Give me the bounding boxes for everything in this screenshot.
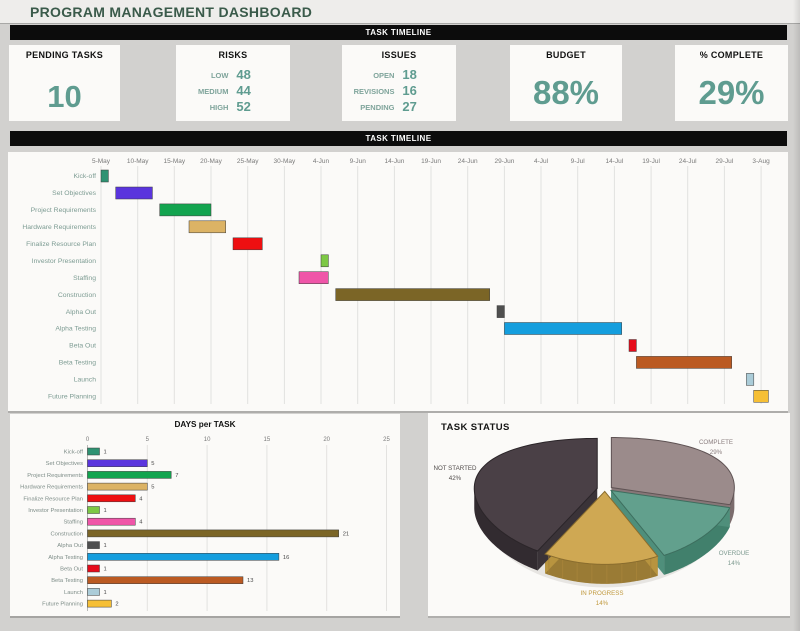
svg-text:DAYS per TASK: DAYS per TASK [175, 420, 236, 429]
svg-text:5: 5 [151, 461, 154, 467]
svg-text:Construction: Construction [50, 531, 83, 537]
svg-text:5: 5 [146, 437, 150, 443]
svg-text:Finalize Resource Plan: Finalize Resource Plan [23, 496, 83, 502]
svg-text:Project Requirements: Project Requirements [27, 473, 83, 479]
svg-text:15: 15 [264, 437, 271, 443]
svg-text:Staffing: Staffing [63, 520, 83, 526]
svg-text:Staffing: Staffing [73, 275, 96, 282]
svg-text:4-Jul: 4-Jul [534, 158, 549, 165]
svg-text:14%: 14% [596, 600, 609, 607]
svg-text:Beta Out: Beta Out [69, 343, 96, 350]
svg-text:Kick-off: Kick-off [73, 173, 96, 180]
svg-text:2: 2 [115, 602, 118, 608]
svg-text:4-Jun: 4-Jun [313, 158, 330, 165]
svg-text:Future Planning: Future Planning [48, 394, 96, 401]
svg-text:Finalize Resource Plan: Finalize Resource Plan [26, 241, 96, 248]
svg-text:14-Jun: 14-Jun [384, 158, 404, 165]
svg-text:25-May: 25-May [237, 158, 259, 165]
svg-text:29-Jul: 29-Jul [716, 158, 734, 165]
svg-text:20-May: 20-May [200, 158, 222, 165]
svg-text:Beta Out: Beta Out [60, 567, 83, 573]
svg-text:Future Planning: Future Planning [42, 602, 83, 608]
svg-text:Alpha Out: Alpha Out [66, 309, 96, 316]
svg-text:9-Jun: 9-Jun [350, 158, 367, 165]
svg-text:IN PROGRESS: IN PROGRESS [581, 590, 624, 597]
svg-text:Set Objectives: Set Objectives [46, 461, 83, 467]
svg-text:Launch: Launch [64, 590, 83, 596]
svg-text:Alpha Testing: Alpha Testing [48, 555, 83, 561]
svg-text:NOT STARTED: NOT STARTED [434, 465, 478, 472]
svg-text:29%: 29% [710, 449, 723, 456]
svg-text:1: 1 [104, 590, 107, 596]
svg-text:5: 5 [151, 485, 154, 491]
svg-text:Investor Presentation: Investor Presentation [32, 258, 96, 265]
svg-text:Hardware Requirements: Hardware Requirements [22, 224, 96, 231]
svg-text:25: 25 [383, 437, 390, 443]
svg-text:Alpha Out: Alpha Out [57, 543, 83, 549]
svg-text:14%: 14% [728, 560, 741, 567]
svg-text:16: 16 [283, 555, 289, 561]
svg-text:1: 1 [104, 508, 107, 514]
svg-text:Kick-off: Kick-off [64, 450, 84, 456]
svg-text:29-Jun: 29-Jun [494, 158, 514, 165]
svg-text:14-Jul: 14-Jul [606, 158, 624, 165]
svg-text:21: 21 [343, 531, 349, 537]
svg-text:19-Jun: 19-Jun [421, 158, 441, 165]
svg-text:20: 20 [323, 437, 330, 443]
svg-text:15-May: 15-May [163, 158, 185, 165]
svg-text:Alpha Testing: Alpha Testing [55, 326, 96, 333]
svg-text:Beta Testing: Beta Testing [51, 578, 83, 584]
svg-text:Set Objectives: Set Objectives [52, 190, 96, 197]
svg-text:Beta Testing: Beta Testing [59, 360, 97, 367]
svg-text:OVERDUE: OVERDUE [719, 550, 750, 557]
svg-text:4: 4 [139, 520, 143, 526]
svg-text:7: 7 [175, 473, 178, 479]
svg-text:24-Jun: 24-Jun [458, 158, 478, 165]
svg-text:TASK STATUS: TASK STATUS [441, 422, 510, 433]
svg-text:13: 13 [247, 578, 253, 584]
svg-text:5-May: 5-May [92, 158, 111, 165]
svg-text:COMPLETE: COMPLETE [699, 439, 733, 446]
svg-text:1: 1 [104, 543, 107, 549]
svg-text:30-May: 30-May [274, 158, 296, 165]
svg-text:Construction: Construction [58, 292, 96, 299]
svg-text:10-May: 10-May [127, 158, 149, 165]
svg-text:Launch: Launch [74, 377, 97, 384]
svg-text:42%: 42% [449, 475, 462, 482]
svg-text:1: 1 [104, 567, 107, 573]
svg-text:19-Jul: 19-Jul [642, 158, 660, 165]
svg-text:24-Jul: 24-Jul [679, 158, 697, 165]
svg-text:0: 0 [86, 437, 90, 443]
svg-text:Project Requirements: Project Requirements [31, 207, 97, 214]
svg-text:1: 1 [104, 450, 107, 456]
svg-text:10: 10 [204, 437, 211, 443]
svg-text:3-Aug: 3-Aug [752, 158, 770, 165]
svg-text:Investor Presentation: Investor Presentation [28, 508, 83, 514]
svg-text:Hardware Requirements: Hardware Requirements [20, 485, 83, 491]
svg-text:9-Jul: 9-Jul [571, 158, 586, 165]
svg-text:4: 4 [139, 496, 143, 502]
